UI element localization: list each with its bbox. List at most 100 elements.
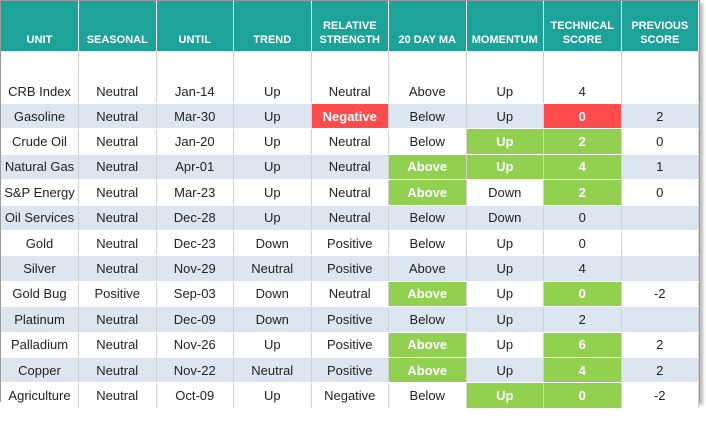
table-cell: CRB Index: [1, 51, 79, 104]
table-cell: 2: [621, 103, 699, 130]
table-cell: Up: [233, 332, 312, 358]
table-cell: 4: [543, 255, 622, 282]
table-cell: Up: [466, 357, 544, 384]
table-cell: Neutral: [78, 154, 157, 181]
table-cell: Jan-14: [156, 51, 234, 104]
table-cell: Dec-09: [156, 306, 234, 333]
table-row: Platinum Neutral Dec-09 Down Positive Below Up…: [1, 306, 699, 333]
table-cell: Above: [388, 51, 467, 104]
table-cell: Positive: [311, 357, 389, 384]
header-cell: RELATIVE STRENGTH: [311, 1, 389, 51]
table-cell: Gold: [1, 230, 79, 257]
table-cell: 0: [543, 230, 622, 257]
table-cell: 4: [543, 154, 622, 181]
table-cell: Below: [388, 205, 467, 231]
table-cell: Up: [233, 179, 312, 206]
table-cell: Platinum: [1, 306, 79, 333]
table-cell: Nov-29: [156, 255, 234, 282]
table-row: Gasoline Neutral Mar-30 Up Negative Below Up 0 2: [1, 103, 699, 130]
table-cell: Neutral: [78, 255, 157, 282]
table-cell: Apr-01: [156, 154, 234, 181]
table-cell: Jan-20: [156, 128, 234, 155]
table-cell: 2: [543, 306, 622, 333]
table-cell: Oil Services: [1, 205, 79, 231]
table-cell: Neutral: [233, 255, 312, 282]
table-cell: Positive: [311, 255, 389, 282]
table-cell: Above: [388, 281, 467, 308]
table-cell: Neutral: [78, 179, 157, 206]
table-cell: Below: [388, 230, 467, 257]
header-cell: 20 DAY MA: [388, 1, 467, 51]
table-cell: Positive: [311, 230, 389, 257]
table-cell: Neutral: [311, 154, 389, 181]
table-cell: Down: [466, 205, 544, 231]
table-cell: Sep-03: [156, 281, 234, 308]
table-cell: Below: [388, 382, 467, 409]
table-row: Crude Oil Neutral Jan-20 Up Neutral Below Up 2 0: [1, 128, 699, 155]
table-cell: Neutral: [78, 205, 157, 231]
table-cell: Up: [233, 382, 312, 409]
header-cell: PREVIOUS SCORE: [621, 1, 699, 51]
table-cell: 2: [543, 128, 622, 155]
table-cell: 6: [543, 332, 622, 358]
table-cell: Up: [466, 103, 544, 130]
table-cell: Down: [233, 230, 312, 257]
table-cell: Nov-22: [156, 357, 234, 384]
table-cell: -2: [621, 382, 699, 409]
table-row: Silver Neutral Nov-29 Neutral Positive Above U…: [1, 255, 699, 282]
table-row: CRB Index Neutral Jan-14 Up Neutral Above Up 4: [1, 51, 699, 104]
table-cell: Neutral: [78, 128, 157, 155]
table-cell: Down: [466, 179, 544, 206]
table-cell: Up: [233, 128, 312, 155]
table-cell: Above: [388, 154, 467, 181]
table-row: S&P Energy Neutral Mar-23 Up Neutral Above Dow…: [1, 179, 699, 206]
table-cell: Up: [233, 103, 312, 130]
table-cell: -2: [621, 281, 699, 308]
table-cell: Up: [466, 230, 544, 257]
table-cell: Up: [233, 51, 312, 104]
table-cell: Oct-09: [156, 382, 234, 409]
header-cell: UNTIL: [156, 1, 234, 51]
table-cell: Above: [388, 332, 467, 358]
table-cell: Dec-28: [156, 205, 234, 231]
table-cell: 2: [621, 357, 699, 384]
table-cell: Up: [466, 382, 544, 409]
table-row: Natural Gas Neutral Apr-01 Up Neutral Above Up…: [1, 154, 699, 181]
table-cell: Mar-30: [156, 103, 234, 130]
table-cell: Up: [233, 154, 312, 181]
table-cell: Up: [466, 255, 544, 282]
table-cell: Down: [233, 306, 312, 333]
table-cell: Up: [466, 128, 544, 155]
table-cell: Positive: [78, 281, 157, 308]
table-cell: Neutral: [311, 281, 389, 308]
table-row: Copper Neutral Nov-22 Neutral Positive Above U…: [1, 357, 699, 384]
table-cell: Positive: [311, 306, 389, 333]
table-row: Oil Services Neutral Dec-28 Up Neutral Below D…: [1, 205, 699, 231]
table-cell: Up: [233, 205, 312, 231]
table-cell: [621, 306, 699, 333]
table-cell: [621, 255, 699, 282]
table-cell: Up: [466, 332, 544, 358]
table-cell: S&P Energy: [1, 179, 79, 206]
table-cell: [621, 205, 699, 231]
header-cell: UNIT: [1, 1, 79, 51]
table-cell: Below: [388, 103, 467, 130]
table-cell: 2: [621, 332, 699, 358]
table-cell: Positive: [311, 332, 389, 358]
table-cell: Up: [466, 154, 544, 181]
table-cell: Neutral: [78, 230, 157, 257]
table-cell: [621, 51, 699, 104]
table-cell: Neutral: [311, 179, 389, 206]
table-cell: [621, 230, 699, 257]
table-cell: Neutral: [78, 51, 157, 104]
table-cell: Down: [233, 281, 312, 308]
table-cell: Gasoline: [1, 103, 79, 130]
table-cell: Palladium: [1, 332, 79, 358]
table-cell: 1: [621, 154, 699, 181]
header-row: UNIT SEASONAL UNTIL TREND RELATIVE STRENGTH 2…: [1, 1, 699, 51]
table-row: Gold Neutral Dec-23 Down Positive Below Up 0: [1, 230, 699, 257]
table-row: Gold Bug Positive Sep-03 Down Neutral Above Up…: [1, 281, 699, 308]
table-cell: Neutral: [78, 357, 157, 384]
table-cell: Mar-23: [156, 179, 234, 206]
table-cell: Up: [466, 51, 544, 104]
